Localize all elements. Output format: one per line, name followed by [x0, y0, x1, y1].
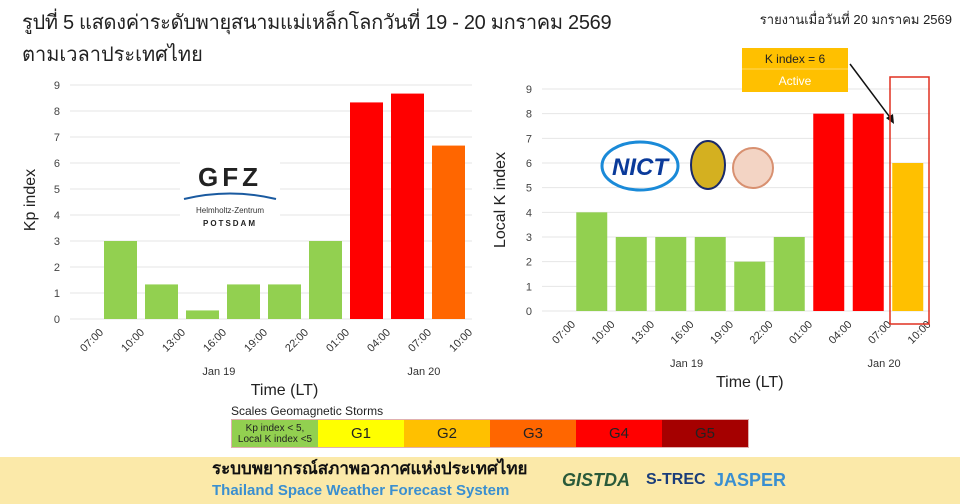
x-axis-label: Time (LT) — [716, 374, 784, 391]
bar — [391, 93, 424, 319]
bar — [852, 113, 884, 312]
y-tick-label: 9 — [54, 80, 60, 92]
scale-item: G3 — [490, 420, 576, 447]
y-axis-label: Local K index — [492, 152, 509, 248]
x-tick-label: 01:00 — [787, 319, 815, 347]
y-tick-label: 9 — [526, 84, 532, 96]
annotation-k-index: K index = 6 — [765, 52, 826, 66]
strec-logo: S-TREC — [646, 471, 706, 488]
bar — [268, 284, 301, 319]
x-tick-label: 10:00 — [447, 327, 475, 355]
x-tick-label: 22:00 — [283, 327, 311, 355]
x-tick-label: 16:00 — [669, 319, 697, 347]
bar — [104, 241, 137, 319]
bar — [655, 237, 687, 311]
footer-banner — [0, 457, 960, 504]
x-tick-label: 07:00 — [550, 319, 578, 347]
gfz-logo-line2: POTSDAM — [203, 219, 257, 228]
date-label: Jan 20 — [407, 366, 440, 378]
x-tick-label: 10:00 — [119, 327, 147, 355]
scale-item: G4 — [576, 420, 662, 447]
x-tick-label: 13:00 — [160, 327, 188, 355]
gfz-arc-icon — [183, 192, 277, 200]
bar — [773, 237, 805, 311]
scale-item: G5 — [662, 420, 748, 447]
y-tick-label: 1 — [526, 281, 532, 293]
bar — [576, 212, 608, 311]
scale-item: G2 — [404, 420, 490, 447]
storm-scale-legend: Kp index < 5, Local K index <5 G1 G2 G3 G4 G5 — [231, 419, 749, 448]
x-tick-label: 19:00 — [708, 319, 736, 347]
gfz-logo-line1: Helmholtz-Zentrum — [196, 206, 264, 215]
y-tick-label: 2 — [526, 257, 532, 269]
bar — [615, 237, 647, 311]
gistda-logo: GISTDA — [562, 470, 631, 490]
kp-chart: 0 1 2 3 4 5 6 7 8 9 Kp index 07:00 10:00 13:00 16:00 19… — [22, 80, 475, 399]
bar — [145, 284, 178, 319]
annotation-status: Active — [779, 74, 812, 88]
y-tick-label: 6 — [54, 158, 60, 170]
y-tick-label: 3 — [54, 236, 60, 248]
x-tick-label: 07:00 — [78, 327, 106, 355]
bar — [227, 284, 260, 319]
date-label: Jan 19 — [670, 358, 703, 370]
bar — [813, 113, 845, 312]
date-label: Jan 20 — [868, 358, 901, 370]
y-tick-label: 5 — [526, 183, 532, 195]
x-tick-label: 04:00 — [365, 327, 393, 355]
page-title: รูปที่ 5 แสดงค่าระดับพายุสนามแม่เหล็กโลก… — [22, 12, 612, 34]
y-axis-label: Kp index — [22, 169, 39, 231]
annotation-arrow — [849, 63, 893, 121]
bar — [694, 237, 726, 311]
x-tick-label: 01:00 — [324, 327, 352, 355]
y-tick-label: 1 — [54, 288, 60, 300]
university-emblem-icon — [690, 140, 726, 190]
scale-title: Scales Geomagnetic Storms — [231, 404, 384, 418]
y-tick-label: 0 — [526, 306, 532, 318]
x-tick-label: 22:00 — [748, 319, 776, 347]
y-tick-label: 5 — [54, 184, 60, 196]
annotation-box — [742, 48, 848, 92]
y-tick-label: 0 — [54, 314, 60, 326]
y-tick-label: 8 — [526, 109, 532, 121]
bar — [309, 241, 342, 319]
x-tick-label: 10:00 — [590, 319, 618, 347]
highlight-rect — [889, 76, 930, 325]
nict-logo: NICT — [612, 154, 670, 181]
y-tick-label: 6 — [526, 158, 532, 170]
footer-title-th: ระบบพยากรณ์สภาพอวกาศแห่งประเทศไทย — [212, 459, 528, 478]
local-k-chart: 0 1 2 3 4 5 6 7 8 9 Local K index 07:00 10:00 13:00 16… — [492, 48, 934, 391]
y-tick-label: 7 — [526, 133, 532, 145]
y-tick-label: 4 — [526, 207, 532, 219]
x-tick-label: 04:00 — [827, 319, 855, 347]
x-tick-label: 19:00 — [242, 327, 270, 355]
bar — [892, 163, 924, 311]
bar — [432, 145, 465, 319]
scale-item: Kp index < 5, Local K index <5 — [232, 420, 318, 447]
jasper-logo: JASPER — [714, 470, 787, 490]
page-subtitle: ตามเวลาประเทศไทย — [22, 44, 203, 66]
scale-item: G1 — [318, 420, 404, 447]
y-tick-label: 2 — [54, 262, 60, 274]
x-tick-label: 07:00 — [406, 327, 434, 355]
bar — [350, 102, 383, 319]
y-tick-label: 3 — [526, 232, 532, 244]
gfz-logo: GFZ — [198, 162, 262, 192]
report-date: รายงานเมื่อวันที่ 20 มกราคม 2569 — [759, 12, 952, 27]
y-tick-label: 7 — [54, 132, 60, 144]
date-label: Jan 19 — [202, 366, 235, 378]
seal-emblem-icon — [732, 147, 774, 189]
x-tick-label: 13:00 — [629, 319, 657, 347]
x-tick-label: 16:00 — [201, 327, 229, 355]
y-tick-label: 8 — [54, 106, 60, 118]
bar — [186, 310, 219, 319]
y-tick-label: 4 — [54, 210, 60, 222]
footer-title-en: Thailand Space Weather Forecast System — [212, 482, 510, 499]
x-axis-label: Time (LT) — [251, 382, 319, 399]
bar — [734, 261, 766, 311]
nict-logo-ring — [600, 140, 680, 192]
